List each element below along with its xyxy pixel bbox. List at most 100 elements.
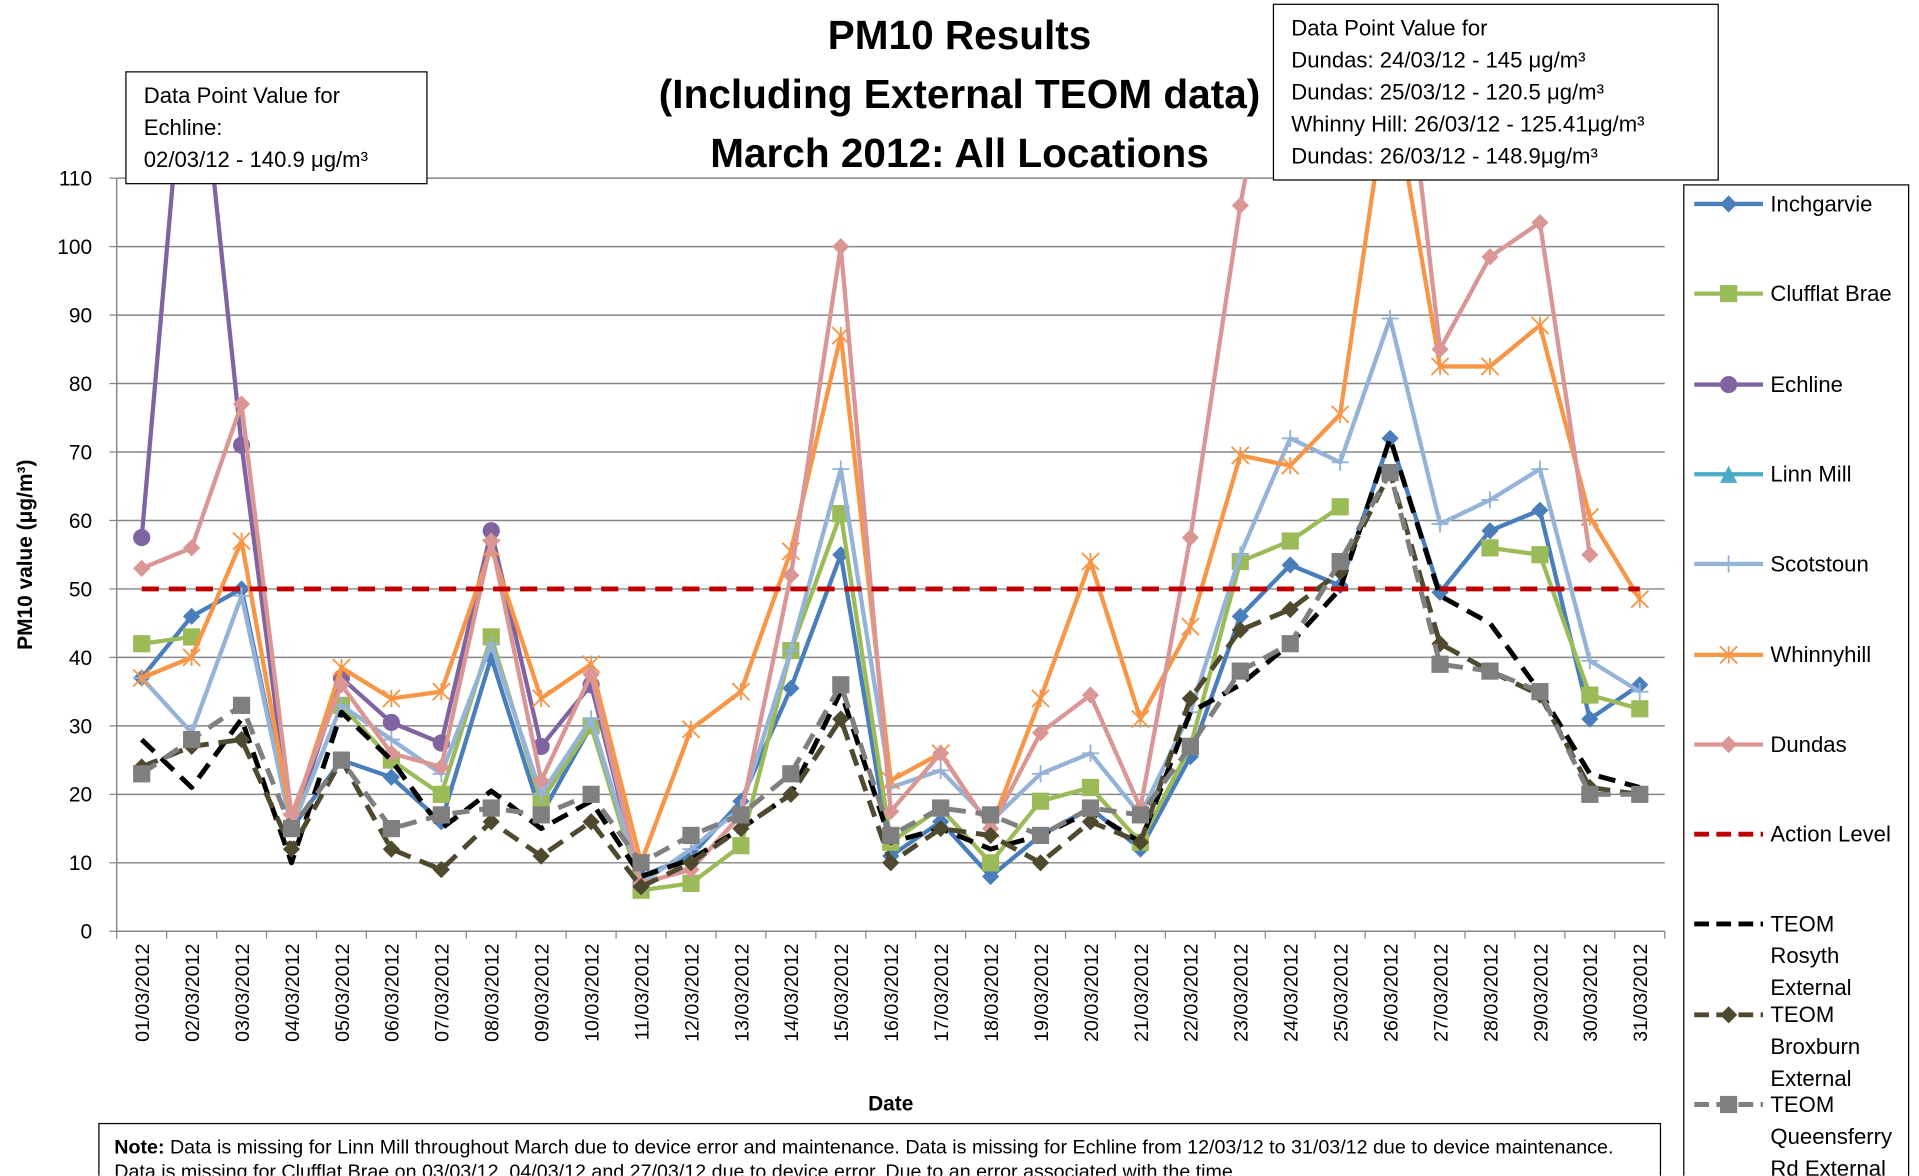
marker [1031,826,1050,845]
marker [1720,465,1738,483]
marker [432,785,450,803]
marker [1481,662,1499,680]
annotation-line: Echline: [143,115,223,141]
marker [782,566,800,584]
legend-symbol [1694,921,1764,927]
marker [282,840,301,858]
marker [1581,546,1599,564]
legend-label: Whinnyhill [1770,641,1872,667]
marker [1431,340,1449,358]
chart-title: March 2012: All Locations [710,130,1209,176]
marker [1630,589,1650,609]
y-tick-label: 50 [69,578,92,601]
marker [582,665,600,684]
annotation-line: Dundas: 24/03/12 - 145 μg/m³ [1291,47,1586,73]
marker [432,682,451,701]
y-tick-label: 70 [69,441,92,464]
x-tick-label: 12/03/2012 [681,944,703,1042]
marker [532,772,550,790]
note-label: Note: [114,1137,165,1159]
x-tick-label: 08/03/2012 [482,944,504,1042]
marker [1331,552,1349,571]
legend-symbol [1694,285,1764,303]
legend-label: Linn Mill [1770,461,1852,487]
chart-title: (Including External TEOM data) [658,71,1261,117]
marker [282,819,301,838]
marker [482,799,500,817]
marker [183,539,201,557]
note-text: Data is missing for Linn Mill throughout… [114,1137,1614,1176]
marker [1531,546,1549,564]
marker [1720,555,1738,573]
marker [1031,792,1050,810]
legend-symbol [1694,1005,1764,1024]
marker [682,826,700,845]
marker [582,785,600,803]
legend: Inchgarvie Clufflat Brae Echline Linn Mill S… [1683,184,1910,1176]
marker [1081,552,1100,571]
marker [732,837,750,855]
marker [332,658,351,677]
marker [382,768,400,786]
marker [982,854,1000,872]
x-tick-label: 23/03/2012 [1231,944,1253,1042]
y-axis-title: PM10 value (μg/m³) [14,460,37,650]
x-tick-label: 29/03/2012 [1530,944,1552,1042]
legend-symbol [1694,1095,1764,1114]
marker [782,765,800,783]
marker [1280,456,1300,475]
y-tick-label: 0 [81,921,93,944]
annotation-line: Whinny Hill: 26/03/12 - 125.41μg/m³ [1291,111,1645,137]
x-tick-label: 14/03/2012 [781,944,803,1042]
legend-symbol [1694,195,1764,213]
marker [1281,429,1299,447]
marker [1431,515,1449,533]
marker [1631,785,1649,803]
marker [1720,735,1738,753]
x-tick-label: 24/03/2012 [1281,944,1303,1042]
marker [482,635,500,653]
legend-symbol [1694,375,1764,393]
y-tick-label: 80 [69,373,92,396]
marker [1430,357,1450,376]
marker [1720,375,1738,393]
marker [1231,662,1249,680]
x-tick-label: 18/03/2012 [981,944,1003,1042]
marker [1031,854,1050,872]
marker [932,761,950,779]
marker [1231,196,1249,215]
x-tick-label: 31/03/2012 [1630,944,1652,1042]
marker [1081,799,1100,817]
marker [382,713,400,732]
marker [1031,765,1050,783]
legend-symbol [1694,465,1764,483]
legend-label: Dundas [1770,731,1847,757]
marker [332,751,351,769]
marker [1381,309,1399,328]
marker [782,679,800,697]
legend-label: Inchgarvie [1770,191,1873,217]
x-tick-label: 10/03/2012 [581,944,603,1042]
legend-label: Action Level [1770,822,1891,847]
marker [1181,528,1199,547]
marker [1281,635,1299,653]
note: Note: Data is missing for Linn Mill thro… [98,1122,1662,1176]
y-tick-label: 110 [59,168,92,191]
x-tick-label: 17/03/2012 [931,944,953,1042]
marker [133,559,151,578]
legend-label: TEOM Queensferry Rd External [1770,1092,1893,1176]
marker [1231,446,1250,465]
marker [1581,785,1599,803]
x-tick-label: 09/03/2012 [532,944,554,1042]
marker [232,696,251,714]
legend-label: TEOM Broxburn External [1770,1002,1861,1091]
x-tick-label: 11/03/2012 [631,944,653,1041]
marker [1481,248,1499,266]
marker [183,628,201,646]
marker [982,806,1000,824]
marker [932,744,950,762]
series-line [140,178,1592,886]
legend-label: Clufflat Brae [1770,281,1892,307]
x-tick-label: 15/03/2012 [831,944,853,1042]
marker [531,689,551,708]
